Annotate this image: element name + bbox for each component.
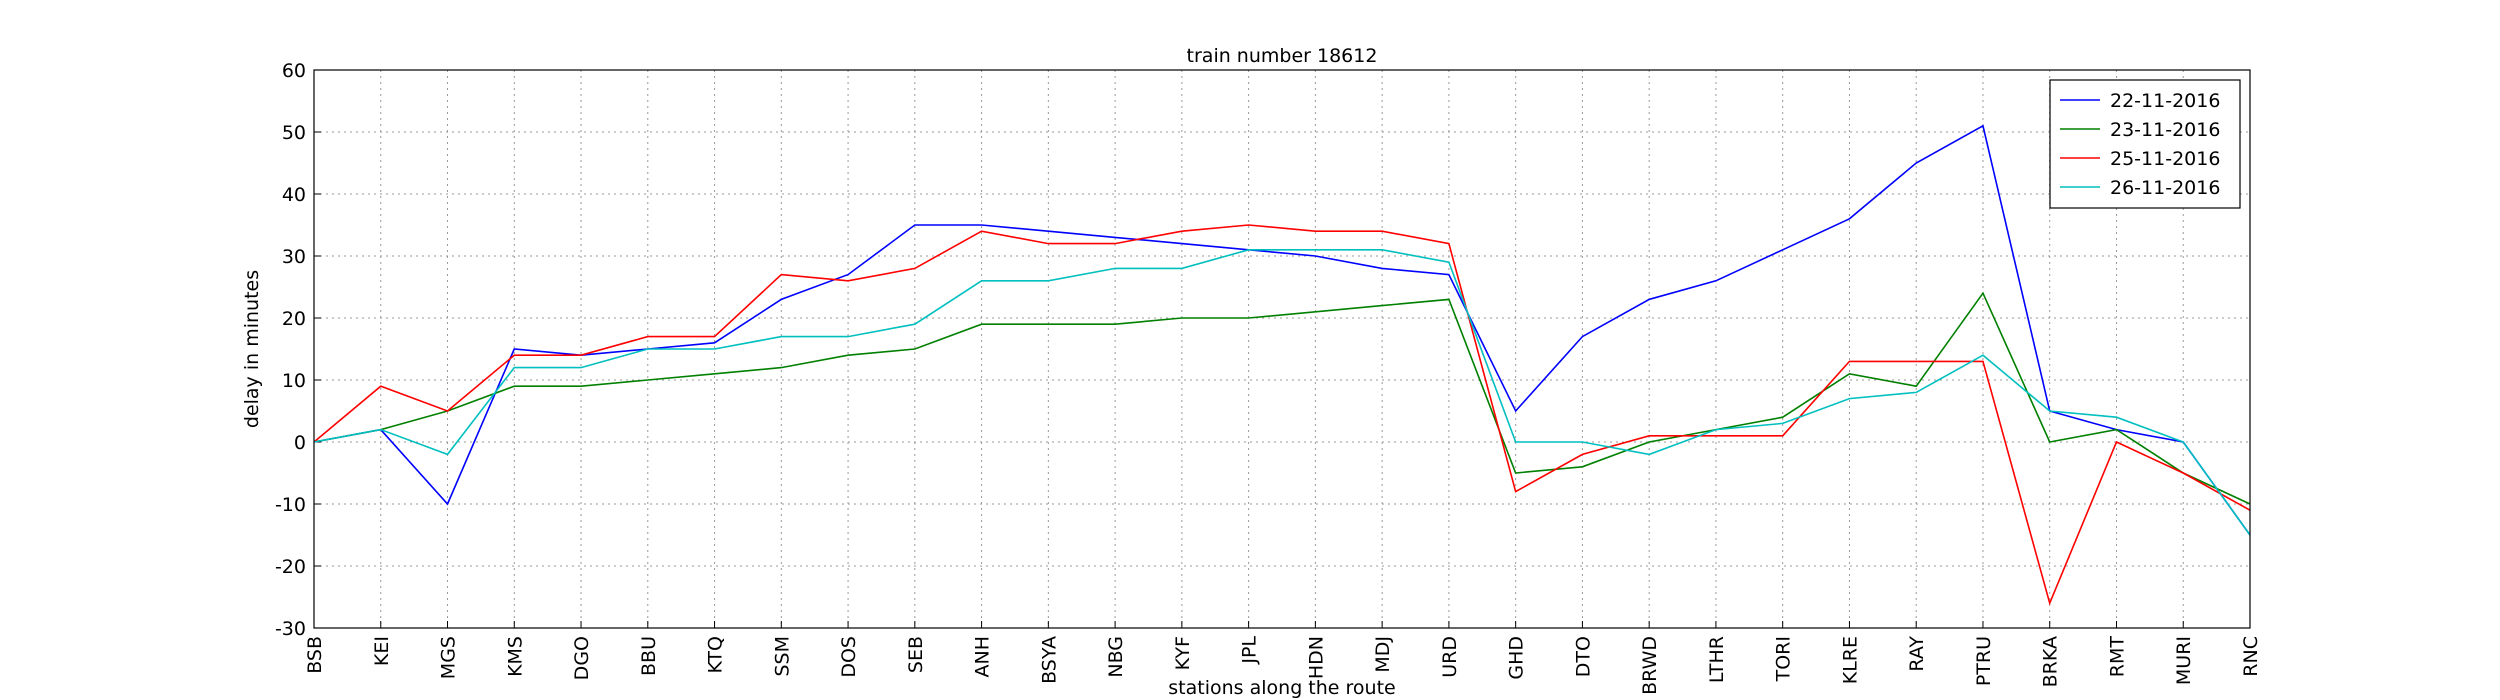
y-tick-label: 30 xyxy=(282,246,306,268)
x-tick-label: PTRU xyxy=(1973,636,1995,686)
x-tick-label: DOS xyxy=(838,636,860,678)
x-tick-label: MDJ xyxy=(1372,636,1394,673)
legend-label: 25-11-2016 xyxy=(2110,148,2220,170)
y-tick-label: 0 xyxy=(294,432,306,454)
x-tick-label: RMT xyxy=(2106,636,2128,678)
series-line xyxy=(313,249,2251,536)
x-tick-label: BSYA xyxy=(1038,636,1060,684)
x-tick-label: GHD xyxy=(1506,636,1528,680)
x-tick-label: BBU xyxy=(638,636,660,676)
y-tick-label: 50 xyxy=(282,122,306,144)
x-tick-label: KLRE xyxy=(1839,636,1861,684)
legend-label: 23-11-2016 xyxy=(2110,119,2220,141)
plot-frame xyxy=(313,69,2251,629)
legend-label: 22-11-2016 xyxy=(2110,90,2220,112)
x-tick-label: DTO xyxy=(1572,636,1594,677)
series-line xyxy=(313,291,2251,505)
y-tick-label: -10 xyxy=(275,494,306,516)
chart-title: train number 18612 xyxy=(1187,45,1378,67)
x-tick-label: JPL xyxy=(1239,636,1261,665)
x-tick-label: BRWD xyxy=(1639,636,1661,695)
x-tick-label: KTQ xyxy=(705,636,727,674)
y-tick-label: -20 xyxy=(275,556,306,578)
x-tick-label: BRKA xyxy=(2040,636,2062,687)
x-tick-label: TORI xyxy=(1773,636,1795,682)
x-tick-label: RAY xyxy=(1906,636,1928,672)
series-line xyxy=(313,124,2251,536)
x-tick-label: HDN xyxy=(1305,636,1327,679)
x-tick-label: KMS xyxy=(504,636,526,677)
x-tick-label: SSM xyxy=(771,636,793,677)
y-tick-label: 40 xyxy=(282,184,306,206)
x-tick-label: LTHR xyxy=(1706,636,1728,683)
x-tick-label: URD xyxy=(1439,636,1461,678)
x-tick-label: MGS xyxy=(438,636,460,679)
y-tick-label: 20 xyxy=(282,308,306,330)
x-tick-label: ANH xyxy=(972,636,994,678)
x-tick-label: MURI xyxy=(2173,636,2195,685)
x-tick-label: NBG xyxy=(1105,636,1127,678)
legend-label: 26-11-2016 xyxy=(2110,177,2220,199)
y-tick-label: -30 xyxy=(275,618,306,640)
x-tick-label: RNC xyxy=(2240,636,2262,677)
y-axis-label: delay in minutes xyxy=(241,270,263,428)
series-line xyxy=(313,224,2251,606)
x-tick-label: KYF xyxy=(1172,636,1194,670)
y-tick-label: 60 xyxy=(282,60,306,82)
y-tick-label: 10 xyxy=(282,370,306,392)
x-tick-label: SEB xyxy=(905,636,927,673)
x-tick-label: BSB xyxy=(304,636,326,674)
x-tick-label: KEI xyxy=(371,636,393,666)
x-axis-label: stations along the route xyxy=(1168,677,1395,699)
x-tick-label: DGO xyxy=(571,636,593,680)
